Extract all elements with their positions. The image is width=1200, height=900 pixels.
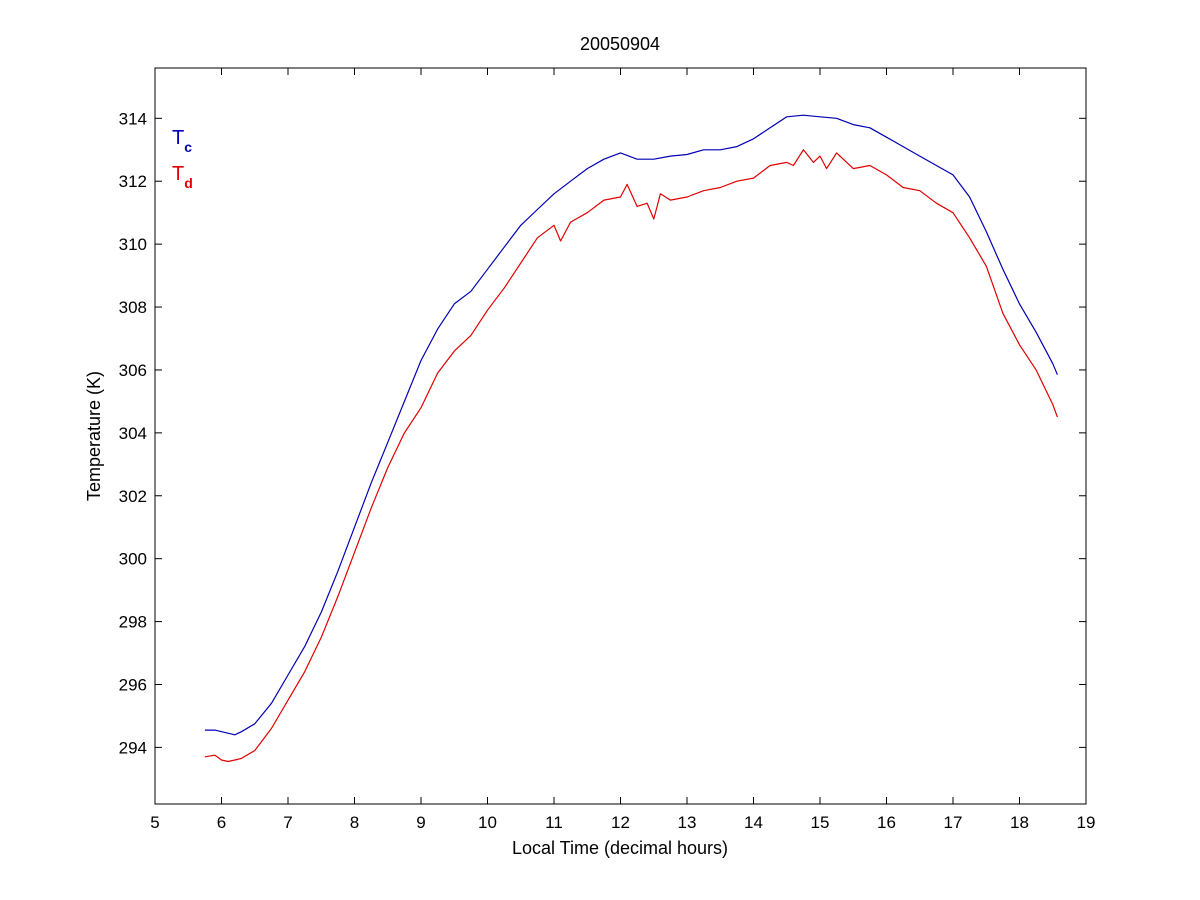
x-tick-label: 10 xyxy=(478,813,497,832)
y-axis-label: Temperature (K) xyxy=(84,371,104,501)
legend-tc-subscript: c xyxy=(184,139,192,155)
x-tick-label: 13 xyxy=(678,813,697,832)
x-tick-label: 14 xyxy=(744,813,763,832)
x-tick-label: 16 xyxy=(877,813,896,832)
y-tick-label: 304 xyxy=(119,424,147,443)
legend-entry-td: Td xyxy=(172,163,193,191)
series-line-td xyxy=(204,149,1058,763)
y-axis-ticks: 294 296 298 300 302 304 306 308 310 312 314 xyxy=(119,109,1086,757)
x-tick-label: 17 xyxy=(944,813,963,832)
y-tick-label: 300 xyxy=(119,550,147,569)
x-tick-label: 5 xyxy=(150,813,159,832)
y-tick-label: 302 xyxy=(119,487,147,506)
y-tick-label: 296 xyxy=(119,675,147,694)
chart-title: 20050904 xyxy=(580,34,660,54)
y-tick-label: 310 xyxy=(119,235,147,254)
series-line-tc xyxy=(204,114,1058,736)
y-tick-label: 294 xyxy=(119,738,147,757)
legend-td-subscript: d xyxy=(184,175,193,191)
y-tick-label: 298 xyxy=(119,613,147,632)
x-tick-label: 6 xyxy=(217,813,226,832)
x-tick-label: 11 xyxy=(545,813,563,832)
series-lines xyxy=(204,114,1058,763)
x-tick-label: 7 xyxy=(283,813,292,832)
x-tick-label: 15 xyxy=(811,813,830,832)
legend-tc-name: T xyxy=(172,127,184,149)
y-tick-label: 308 xyxy=(119,298,147,317)
x-axis-label: Local Time (decimal hours) xyxy=(512,838,728,858)
y-tick-label: 314 xyxy=(119,109,147,128)
legend-entry-tc: Tc xyxy=(172,127,192,155)
legend: Tc Td xyxy=(172,127,193,191)
x-tick-label: 8 xyxy=(350,813,359,832)
x-axis-ticks: 5 6 7 8 9 10 11 12 13 14 15 16 17 18 19 xyxy=(150,68,1095,832)
x-tick-label: 19 xyxy=(1077,813,1096,832)
y-tick-label: 312 xyxy=(119,172,147,191)
legend-td-name: T xyxy=(172,163,184,185)
y-tick-label: 306 xyxy=(119,361,147,380)
x-tick-label: 18 xyxy=(1010,813,1029,832)
x-tick-label: 9 xyxy=(416,813,425,832)
x-tick-label: 12 xyxy=(611,813,630,832)
